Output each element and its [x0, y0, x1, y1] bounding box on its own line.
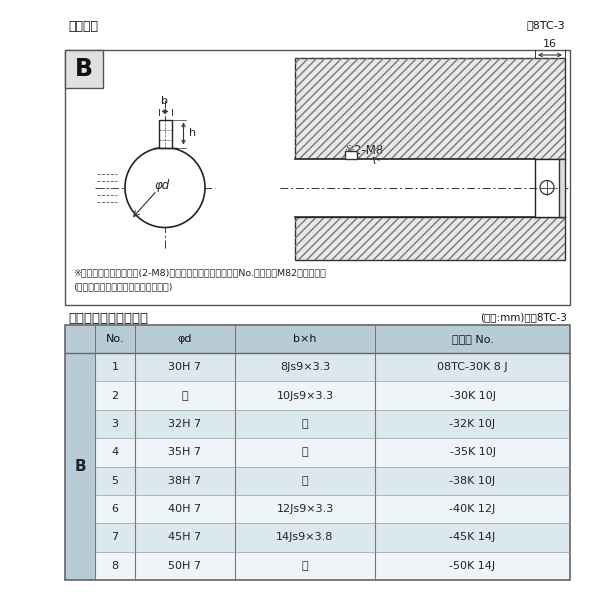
Text: -35K 10J: -35K 10J — [449, 448, 496, 457]
Text: 16: 16 — [543, 39, 557, 49]
Text: ィ: ィ — [182, 391, 188, 401]
Text: -40K 12J: -40K 12J — [449, 504, 496, 514]
Bar — [295, 217, 565, 260]
Text: φd: φd — [154, 179, 170, 192]
Bar — [295, 158, 535, 217]
Circle shape — [540, 181, 554, 194]
Bar — [158, 119, 172, 148]
Text: (セットボルトは付属されています。): (セットボルトは付属されています。) — [73, 283, 173, 292]
Text: 08TC-30K 8 J: 08TC-30K 8 J — [437, 362, 508, 372]
Bar — [65, 325, 570, 353]
Bar — [95, 353, 570, 382]
Text: -45K 14J: -45K 14J — [449, 532, 496, 542]
Text: 4: 4 — [112, 448, 119, 457]
Text: -32K 10J: -32K 10J — [449, 419, 496, 429]
Bar — [95, 467, 570, 495]
Text: 35H 7: 35H 7 — [169, 448, 202, 457]
Text: No.: No. — [106, 334, 124, 344]
Bar — [95, 495, 570, 523]
Text: h: h — [188, 128, 196, 139]
Text: 50H 7: 50H 7 — [169, 561, 202, 571]
Text: 45H 7: 45H 7 — [169, 532, 202, 542]
Bar — [95, 382, 570, 410]
Text: 7: 7 — [112, 532, 119, 542]
Bar — [295, 58, 565, 158]
Text: φd: φd — [178, 334, 192, 344]
Text: b: b — [161, 97, 169, 107]
Text: B: B — [74, 459, 86, 474]
Bar — [95, 438, 570, 467]
Text: ィ: ィ — [302, 448, 308, 457]
Bar — [295, 217, 565, 260]
Text: -30K 10J: -30K 10J — [449, 391, 496, 401]
Text: -38K 10J: -38K 10J — [449, 476, 496, 485]
Text: ※2-M8: ※2-M8 — [345, 145, 384, 157]
Text: 軸穴形状コード一覧表: 軸穴形状コード一覧表 — [68, 312, 148, 325]
Bar — [65, 325, 95, 580]
Circle shape — [125, 148, 205, 227]
Text: コード No.: コード No. — [452, 334, 493, 344]
Text: B: B — [75, 57, 93, 81]
Text: ※セットボルト用タップ(2-M8)が必要な場合は右記コードNo.の末尾にM82を付ける。: ※セットボルト用タップ(2-M8)が必要な場合は右記コードNo.の末尾にM82を… — [73, 269, 326, 277]
Text: 囸8TC-3: 囸8TC-3 — [526, 20, 565, 30]
Bar — [65, 325, 570, 580]
Bar — [65, 50, 570, 305]
Text: ィ: ィ — [302, 476, 308, 485]
Text: 14Js9×3.8: 14Js9×3.8 — [277, 532, 334, 542]
Text: 40H 7: 40H 7 — [169, 504, 202, 514]
Text: 8: 8 — [112, 561, 119, 571]
Bar — [95, 523, 570, 551]
Text: -50K 14J: -50K 14J — [449, 561, 496, 571]
Text: ィ: ィ — [302, 561, 308, 571]
Text: 1: 1 — [112, 362, 119, 372]
Text: 3: 3 — [112, 419, 119, 429]
Text: (単位:mm)　表8TC-3: (単位:mm) 表8TC-3 — [480, 312, 567, 322]
Text: 軸穴形状: 軸穴形状 — [68, 20, 98, 33]
Text: 38H 7: 38H 7 — [169, 476, 202, 485]
Bar — [345, 151, 357, 158]
Bar — [65, 50, 103, 88]
Bar — [559, 158, 565, 217]
Text: 5: 5 — [112, 476, 119, 485]
Text: 2: 2 — [112, 391, 119, 401]
Text: b×h: b×h — [293, 334, 317, 344]
Bar — [95, 551, 570, 580]
Text: ィ: ィ — [302, 419, 308, 429]
Bar — [95, 410, 570, 438]
Text: 32H 7: 32H 7 — [169, 419, 202, 429]
Text: 6: 6 — [112, 504, 119, 514]
Bar — [295, 58, 565, 158]
Bar — [535, 158, 565, 217]
Text: 8Js9×3.3: 8Js9×3.3 — [280, 362, 330, 372]
Text: 30H 7: 30H 7 — [169, 362, 202, 372]
Text: 12Js9×3.3: 12Js9×3.3 — [277, 504, 334, 514]
Text: 10Js9×3.3: 10Js9×3.3 — [277, 391, 334, 401]
